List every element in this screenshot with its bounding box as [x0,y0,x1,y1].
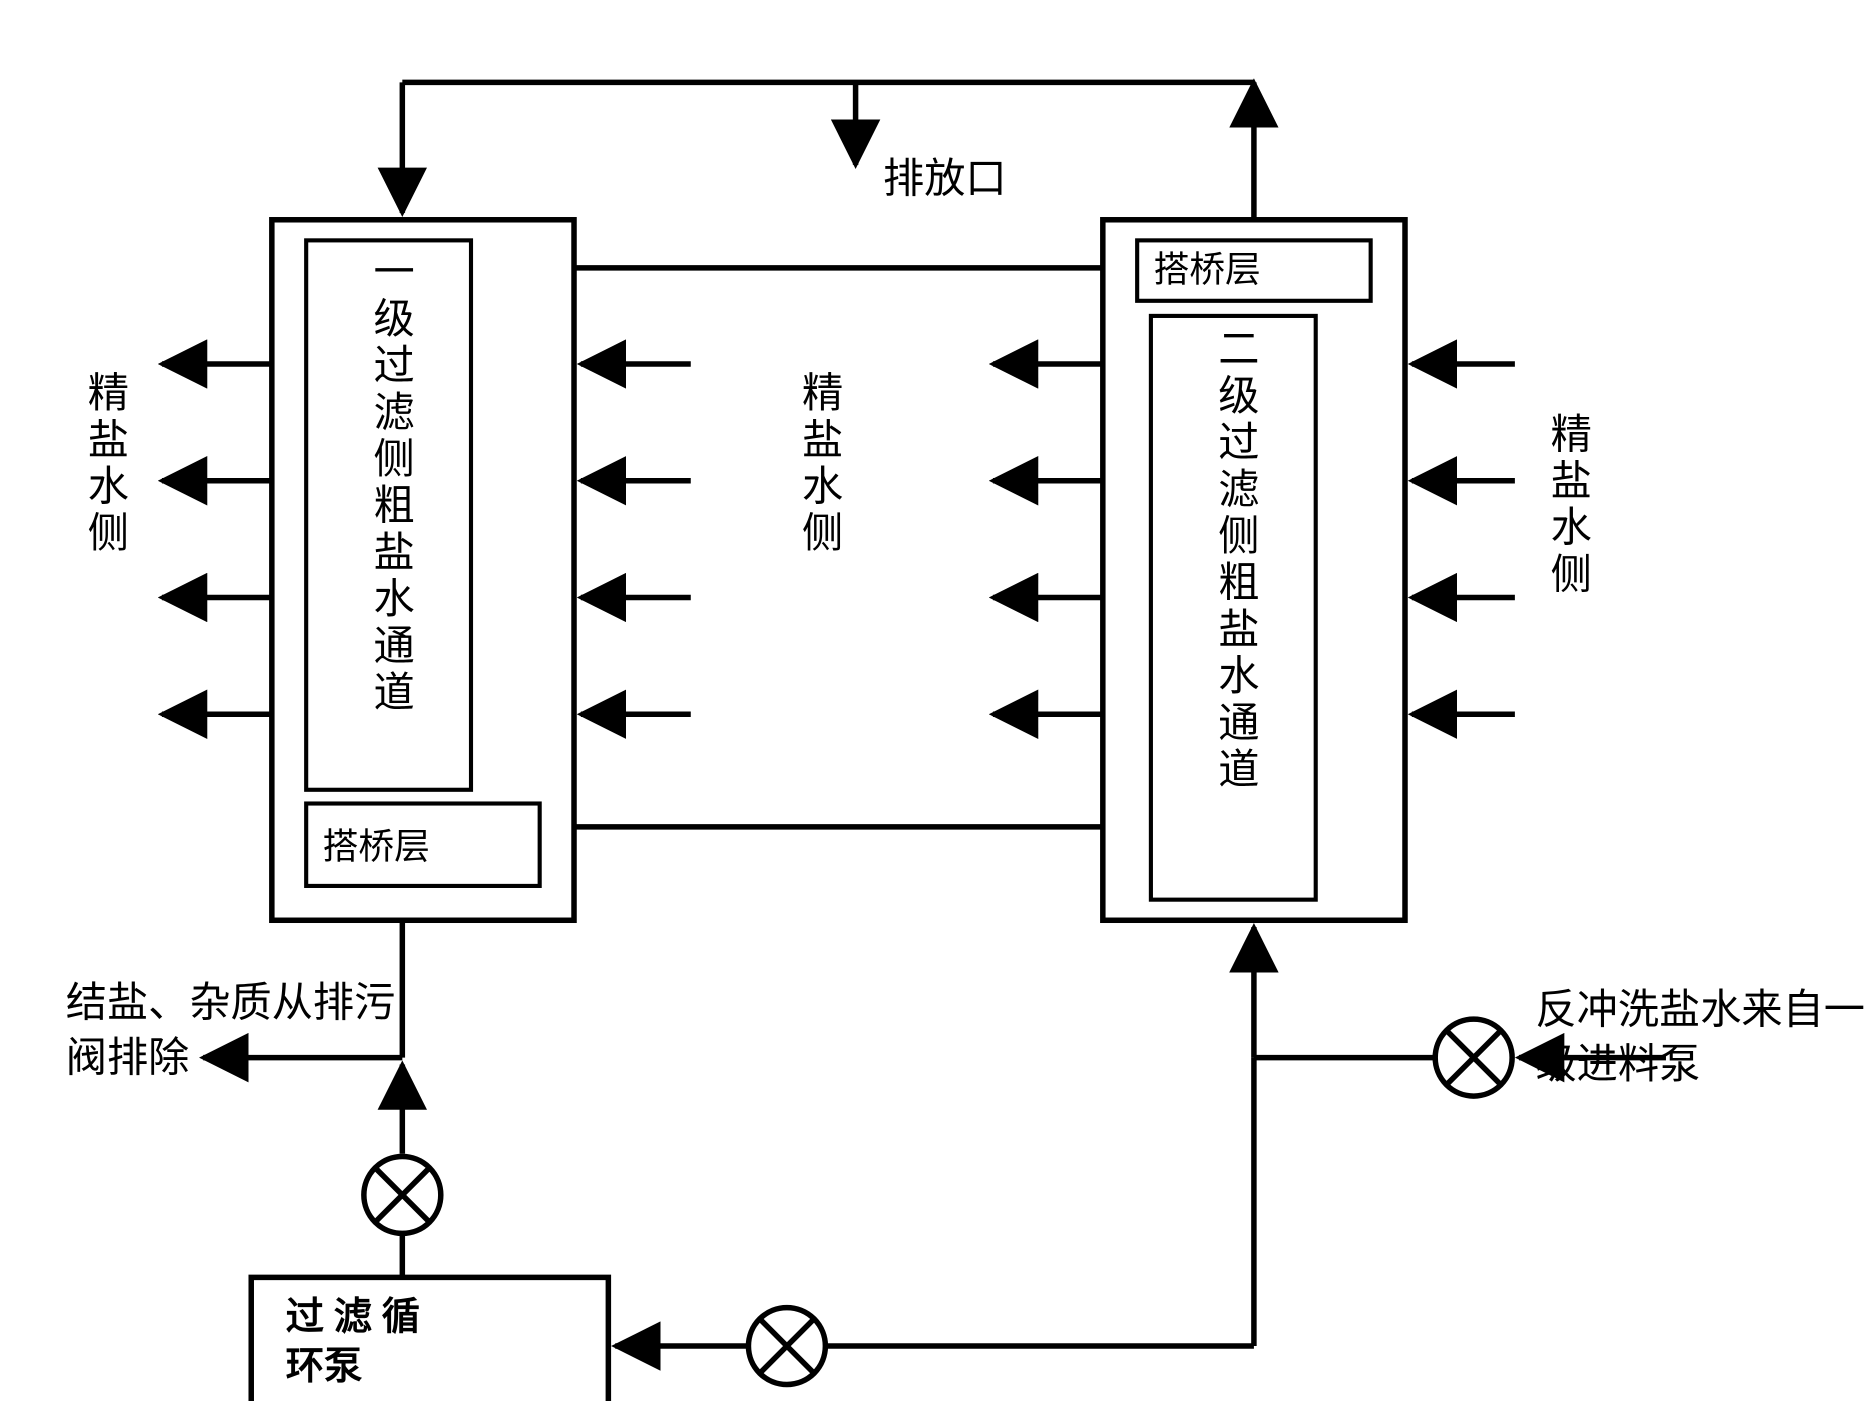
stage1-channel-label: 一级过滤侧粗盐水通道 [358,250,418,717]
drain-text-2: 阀排除 [66,1034,190,1080]
pump-label-2: 环泵 [286,1346,363,1388]
valve-3-icon [1435,1019,1512,1096]
pump-label-1: 过 滤 循 [286,1296,421,1339]
stage2-channel-label: 二级过滤侧粗盐水通道 [1203,327,1263,794]
backwash-text-1: 反冲洗盐水来自一 [1535,986,1865,1032]
discharge-port-label: 排放口 [883,155,1007,201]
refined-side-right: 精盐水侧 [1535,412,1595,599]
backwash-text-2: 级进料泵 [1535,1041,1700,1087]
refined-side-mid: 精盐水侧 [787,371,847,558]
stage2-left-arrows [993,364,1103,714]
stage1-bridge-label: 搭桥层 [323,826,430,866]
valve-1-icon [364,1157,441,1234]
valve-2-icon [748,1308,825,1385]
stage1-right-arrows [581,364,691,714]
stage1-left-arrows [162,364,272,714]
drain-text-1: 结盐、杂质从排污 [66,979,396,1025]
stage2-right-arrows [1412,364,1515,714]
stage2-bridge-label: 搭桥层 [1154,250,1261,290]
refined-side-left: 精盐水侧 [73,371,133,558]
flow-diagram: 排放口 一级过滤侧粗盐水通道 搭桥层 二级过滤侧粗盐水通道 搭桥层 [0,0,1876,1401]
